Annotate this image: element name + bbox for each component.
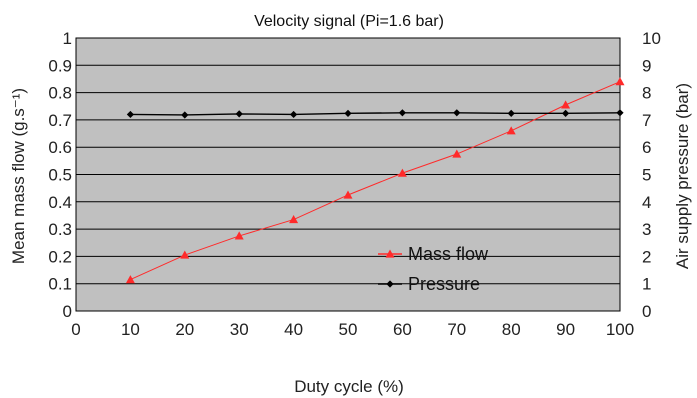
- y-tick-label-5: 0.5: [48, 166, 72, 185]
- data-point-0-6: [452, 149, 462, 158]
- data-point-0-1: [180, 250, 190, 259]
- y-tick-label-4: 0.4: [48, 193, 72, 212]
- series-line-0: [130, 81, 621, 281]
- x-tick-label-10: 100: [606, 320, 634, 339]
- y-tick-label-2: 0.2: [48, 247, 72, 266]
- data-point-1-6: [453, 109, 461, 117]
- y2-tick-label-2: 2: [642, 247, 651, 266]
- legend-marker-0: [385, 249, 395, 258]
- data-point-0-3: [289, 215, 299, 224]
- right-y-axis-ticks: 0 1 2 3 4 5 6 7 8 9 10: [642, 29, 661, 321]
- data-point-1-2: [235, 110, 243, 118]
- y2-tick-label-6: 6: [642, 138, 651, 157]
- data-point-1-7: [507, 109, 515, 117]
- series-group: [125, 77, 625, 284]
- data-point-1-4: [344, 109, 352, 117]
- series-mass-flow: [125, 77, 625, 284]
- data-point-0-2: [234, 231, 244, 240]
- data-point-1-0: [126, 110, 134, 119]
- y2-tick-label-1: 1: [642, 275, 651, 294]
- x-tick-label-2: 20: [175, 320, 194, 339]
- x-tick-label-6: 60: [393, 320, 412, 339]
- data-point-0-7: [506, 126, 516, 135]
- y2-tick-label-5: 5: [642, 166, 651, 185]
- data-point-1-5: [398, 109, 406, 117]
- y-tick-label-9: 0.9: [48, 56, 72, 75]
- y-tick-label-8: 0.8: [48, 84, 72, 103]
- data-point-0-9: [615, 77, 625, 86]
- left-y-axis-label: Mean mass flow (g.s⁻¹): [9, 88, 28, 264]
- y2-tick-label-0: 0: [642, 302, 651, 321]
- y2-tick-label-4: 4: [642, 193, 651, 212]
- x-axis-label: Duty cycle (%): [294, 377, 404, 396]
- y-tick-label-3: 0.3: [48, 220, 72, 239]
- data-point-1-3: [290, 110, 298, 119]
- left-y-axis-ticks: 0 0.1 0.2 0.3 0.4 0.5 0.6 0.7 0.8 0.9 1: [48, 29, 72, 321]
- data-point-0-4: [343, 190, 353, 199]
- legend-label-1: Pressure: [408, 274, 480, 294]
- data-point-1-9: [616, 109, 624, 117]
- y2-tick-label-3: 3: [642, 220, 651, 239]
- legend-label-0: Mass flow: [408, 244, 489, 264]
- chart-title: Velocity signal (Pi=1.6 bar): [254, 13, 444, 30]
- x-tick-label-1: 10: [121, 320, 140, 339]
- y2-tick-label-9: 9: [642, 56, 651, 75]
- gridlines: [76, 37, 620, 312]
- y-tick-label-0: 0: [63, 302, 72, 321]
- x-tick-label-9: 90: [556, 320, 575, 339]
- data-point-0-0: [125, 275, 135, 284]
- x-tick-label-3: 30: [230, 320, 249, 339]
- x-axis-ticks: 0 10 20 30 40 50 60 70 80 90 100: [71, 320, 634, 339]
- y-tick-label-6: 0.6: [48, 138, 72, 157]
- x-tick-label-7: 70: [447, 320, 466, 339]
- legend-marker-1: [386, 280, 394, 288]
- legend: Mass flow Pressure: [378, 244, 489, 294]
- y2-tick-label-7: 7: [642, 111, 651, 130]
- y2-tick-label-10: 10: [642, 29, 661, 48]
- x-tick-label-8: 80: [502, 320, 521, 339]
- x-tick-label-5: 50: [339, 320, 358, 339]
- data-point-0-5: [397, 168, 407, 177]
- y-tick-label-7: 0.7: [48, 111, 72, 130]
- data-point-0-8: [561, 100, 571, 109]
- y2-tick-label-8: 8: [642, 84, 651, 103]
- x-tick-label-0: 0: [71, 320, 80, 339]
- y-tick-label-10: 1: [63, 29, 72, 48]
- series-line-1: [130, 112, 621, 116]
- series-pressure: [126, 109, 624, 119]
- x-tick-label-4: 40: [284, 320, 303, 339]
- data-point-1-8: [562, 109, 570, 117]
- y-tick-label-1: 0.1: [48, 275, 72, 294]
- right-y-axis-label: Air supply pressure (bar): [673, 83, 692, 269]
- data-point-1-1: [181, 111, 189, 119]
